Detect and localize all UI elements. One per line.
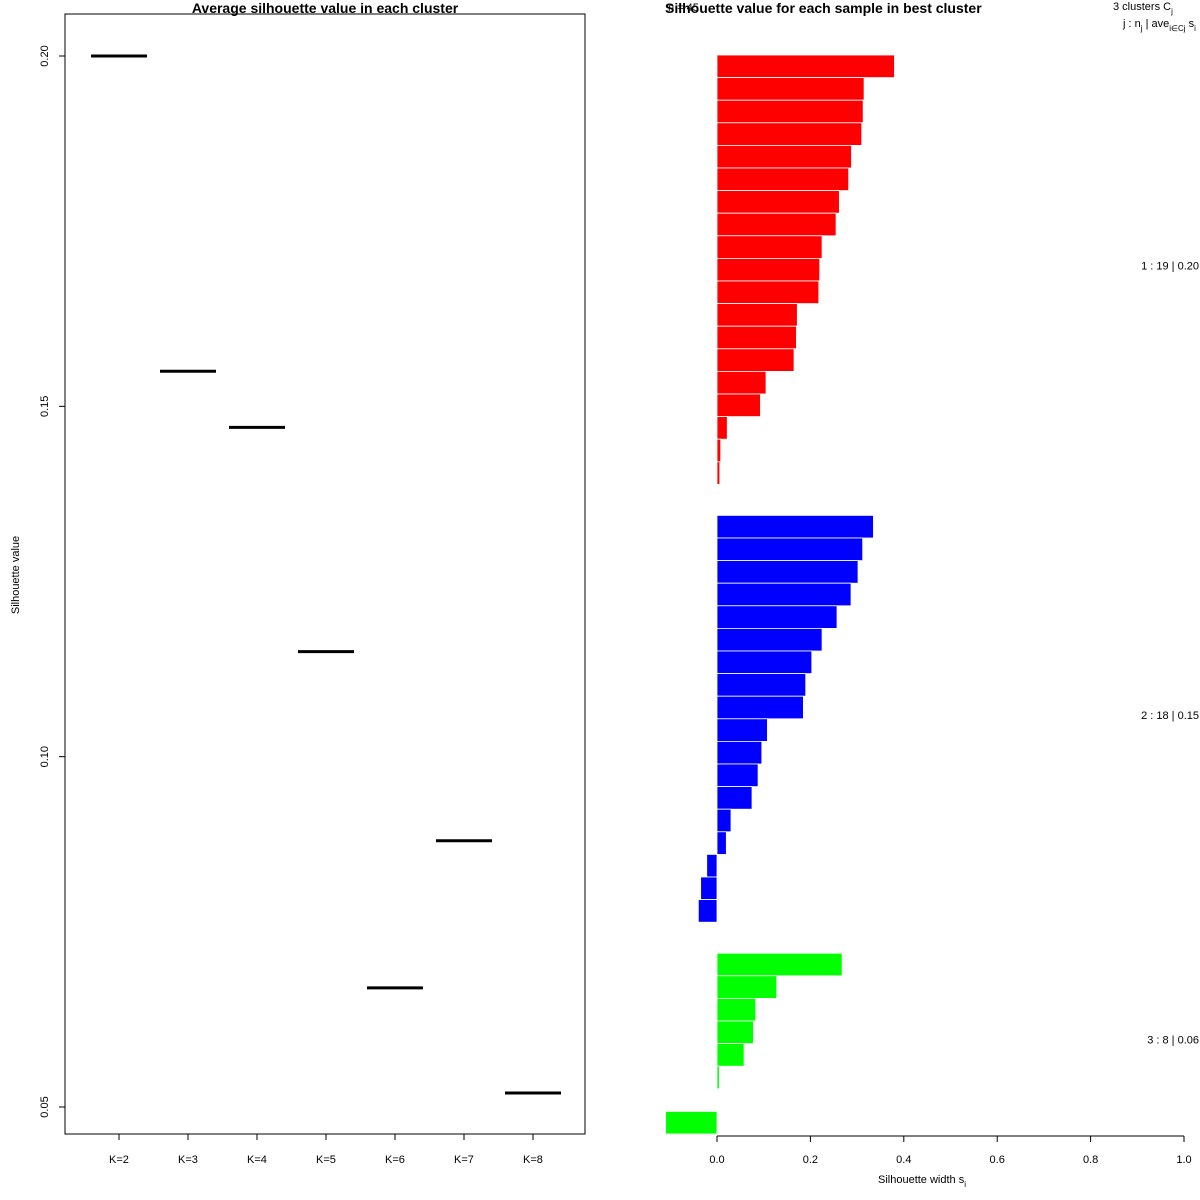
silhouette-bar — [716, 718, 768, 742]
right-x-tick-label: 0.6 — [990, 1154, 1005, 1166]
left-y-tick-label: 0.05 — [39, 1096, 51, 1117]
silhouette-bar — [665, 1111, 718, 1135]
silhouette-bar — [716, 1065, 720, 1090]
silhouette-bar — [716, 348, 795, 372]
legend-header-line1: 3 clusters Cj — [1113, 1, 1173, 16]
left-x-tick-label: K=5 — [316, 1154, 336, 1166]
right-chart-title: Silhouette value for each sample in best… — [665, 0, 982, 16]
right-x-tick-label: 1.0 — [1176, 1154, 1191, 1166]
silhouette-bar — [716, 393, 761, 418]
left-y-axis: 0.05 0.10 0.15 0.20 — [39, 45, 65, 1118]
silhouette-bar — [716, 370, 767, 395]
silhouette-bar — [716, 416, 728, 440]
silhouette-bar — [716, 1043, 745, 1067]
silhouette-bar — [716, 1020, 754, 1045]
silhouette-bar — [716, 325, 797, 350]
left-chart-title: Average silhouette value in each cluster — [192, 0, 459, 16]
right-x-tick-label: 0.2 — [803, 1154, 818, 1166]
right-x-tick-label: 0.8 — [1083, 1154, 1098, 1166]
silhouette-bar — [716, 461, 721, 485]
silhouette-bar — [716, 741, 763, 765]
silhouette-bar — [716, 235, 823, 259]
cluster-label: 2 : 18 | 0.15 — [1141, 710, 1199, 722]
silhouette-bar — [716, 537, 864, 562]
left-x-tick-label: K=7 — [454, 1154, 474, 1166]
silhouette-bar — [716, 975, 778, 999]
left-x-tick-label: K=4 — [247, 1154, 267, 1166]
silhouette-bar — [716, 763, 759, 788]
silhouette-bar — [716, 54, 895, 79]
right-x-axis: 0.0 0.2 0.4 0.6 0.8 1.0 — [709, 1135, 1192, 1166]
right-x-axis-label: Silhouette width si — [878, 1174, 966, 1189]
silhouette-bar — [716, 560, 859, 584]
silhouette-bar — [716, 650, 813, 675]
legend-header-line2: j : nj | avei∈Cj si — [1122, 18, 1196, 33]
silhouette-bar — [716, 515, 874, 539]
left-x-tick-label: K=6 — [385, 1154, 405, 1166]
silhouette-bar — [716, 257, 821, 282]
silhouette-bar — [716, 122, 863, 146]
silhouette-bar — [716, 167, 850, 192]
silhouette-bar — [697, 899, 718, 923]
silhouette-bar — [716, 303, 798, 327]
silhouette-bar — [716, 831, 727, 855]
silhouette-bar — [716, 786, 753, 810]
silhouette-bar — [716, 190, 840, 214]
cluster-label: 3 : 8 | 0.06 — [1147, 1035, 1199, 1047]
left-x-axis: K=2 K=3 K=4 K=5 K=6 K=7 K=8 — [109, 1134, 543, 1166]
silhouette-bar — [716, 952, 843, 977]
left-marks — [91, 54, 561, 1095]
left-x-tick-label: K=2 — [109, 1154, 129, 1166]
left-x-tick-label: K=3 — [178, 1154, 198, 1166]
silhouette-bar — [716, 808, 732, 833]
silhouette-bar — [716, 673, 807, 697]
silhouette-bar — [716, 280, 820, 305]
legend-header: 3 clusters Cj j : nj | avei∈Cj si — [1113, 1, 1196, 33]
sample-count-label: n = 45 — [668, 2, 699, 14]
left-y-axis-label: Silhouette value — [10, 536, 22, 614]
silhouette-bar — [716, 605, 838, 629]
silhouette-bars — [665, 54, 895, 1135]
silhouette-bar — [716, 998, 757, 1022]
avg-silhouette-panel: Average silhouette value in each cluster… — [10, 0, 586, 1166]
silhouette-bar — [716, 77, 865, 101]
silhouette-bar — [716, 212, 837, 237]
right-x-tick-label: 0.4 — [896, 1154, 911, 1166]
right-x-tick-label: 0.0 — [709, 1154, 724, 1166]
left-plot-frame — [64, 13, 586, 1135]
sample-silhouette-panel: Silhouette value for each sample in best… — [665, 0, 1199, 1189]
silhouette-bar — [716, 438, 722, 463]
left-y-tick-label: 0.10 — [39, 746, 51, 767]
left-y-tick-label: 0.15 — [39, 396, 51, 417]
silhouette-bar — [716, 144, 852, 169]
silhouette-bar — [716, 582, 852, 607]
silhouette-bar — [716, 695, 804, 720]
silhouette-bar — [716, 99, 864, 124]
silhouette-bar — [716, 628, 823, 652]
silhouette-bar — [706, 854, 718, 878]
left-y-tick-label: 0.20 — [39, 45, 51, 66]
left-x-tick-label: K=8 — [523, 1154, 543, 1166]
cluster-labels: 1 : 19 | 0.20 2 : 18 | 0.15 3 : 8 | 0.06 — [1141, 261, 1199, 1047]
silhouette-bar — [700, 876, 718, 901]
cluster-label: 1 : 19 | 0.20 — [1141, 261, 1199, 273]
